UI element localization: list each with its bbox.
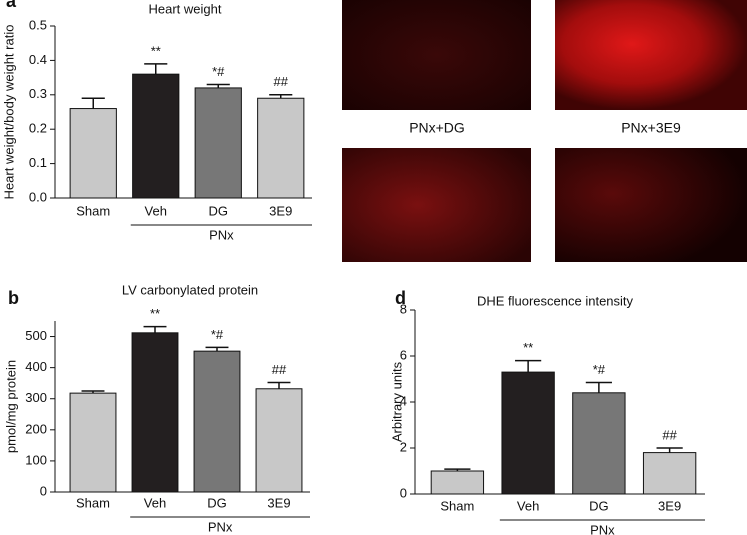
y-tick-label: 400 bbox=[25, 359, 47, 374]
y-tick-label: 0.3 bbox=[29, 86, 47, 101]
panel-letter: d bbox=[395, 288, 406, 308]
y-tick-label: 0.2 bbox=[29, 121, 47, 136]
y-axis-label: pmol/mg protein bbox=[3, 360, 18, 453]
significance-label: *# bbox=[212, 64, 225, 79]
image-label: PNx+DG bbox=[409, 120, 465, 136]
y-tick-label: 0.5 bbox=[29, 17, 47, 32]
x-tick-label: Veh bbox=[144, 495, 166, 510]
y-tick-label: 0.1 bbox=[29, 155, 47, 170]
y-tick-label: 6 bbox=[400, 347, 407, 362]
x-tick-label: 3E9 bbox=[267, 495, 290, 510]
y-tick-label: 100 bbox=[25, 452, 47, 467]
x-tick-label: Sham bbox=[76, 203, 110, 218]
group-label: PNx bbox=[590, 522, 615, 535]
y-tick-label: 2 bbox=[400, 439, 407, 454]
significance-label: ** bbox=[523, 340, 533, 355]
x-tick-label: Veh bbox=[145, 203, 167, 218]
y-tick-label: 0.4 bbox=[29, 52, 47, 67]
bar bbox=[430, 470, 485, 495]
significance-label: ** bbox=[150, 306, 160, 321]
y-tick-label: 0 bbox=[400, 485, 407, 500]
significance-label: ## bbox=[274, 74, 289, 89]
chart-title: Heart weight bbox=[149, 1, 222, 16]
x-tick-label: DG bbox=[207, 495, 227, 510]
y-tick-label: 200 bbox=[25, 421, 47, 436]
bar bbox=[257, 97, 305, 199]
y-tick-label: 500 bbox=[25, 328, 47, 343]
x-tick-label: Veh bbox=[517, 498, 539, 513]
y-axis-label: Heart weight/body weight ratio bbox=[1, 25, 16, 200]
bar bbox=[642, 452, 697, 495]
y-tick-label: 0 bbox=[40, 483, 47, 498]
x-tick-label: DG bbox=[589, 498, 609, 513]
image-label: PNx+3E9 bbox=[621, 120, 681, 136]
micrograph bbox=[342, 148, 531, 262]
bar bbox=[131, 332, 179, 493]
x-tick-label: 3E9 bbox=[269, 203, 292, 218]
x-tick-label: Sham bbox=[440, 498, 474, 513]
bar bbox=[194, 87, 242, 199]
group-label: PNx bbox=[209, 227, 234, 242]
bar bbox=[132, 73, 180, 199]
group-label: PNx bbox=[208, 519, 233, 534]
bar bbox=[69, 392, 117, 493]
x-tick-label: 3E9 bbox=[658, 498, 681, 513]
significance-label: *# bbox=[593, 362, 606, 377]
bar bbox=[193, 350, 241, 493]
bar bbox=[572, 392, 626, 495]
y-tick-label: 0.0 bbox=[29, 189, 47, 204]
x-tick-label: Sham bbox=[76, 495, 110, 510]
micrograph bbox=[342, 0, 531, 110]
x-tick-label: DG bbox=[209, 203, 229, 218]
micrograph bbox=[555, 0, 747, 110]
chart-title: LV carbonylated protein bbox=[122, 282, 258, 297]
significance-label: ** bbox=[151, 43, 161, 58]
panel-letter: b bbox=[8, 288, 19, 308]
significance-label: ## bbox=[662, 427, 677, 442]
chart-title: DHE fluorescence intensity bbox=[477, 293, 634, 308]
bar bbox=[69, 108, 117, 199]
bar bbox=[501, 371, 555, 495]
significance-label: *# bbox=[211, 327, 224, 342]
y-axis-label: Arbitrary units bbox=[389, 361, 404, 442]
bar bbox=[255, 388, 303, 493]
y-tick-label: 300 bbox=[25, 390, 47, 405]
significance-label: ## bbox=[272, 362, 287, 377]
micrograph bbox=[555, 148, 747, 262]
panel-letter: a bbox=[6, 0, 17, 11]
y-tick-label: 4 bbox=[400, 393, 407, 408]
y-tick-label: 8 bbox=[400, 301, 407, 316]
